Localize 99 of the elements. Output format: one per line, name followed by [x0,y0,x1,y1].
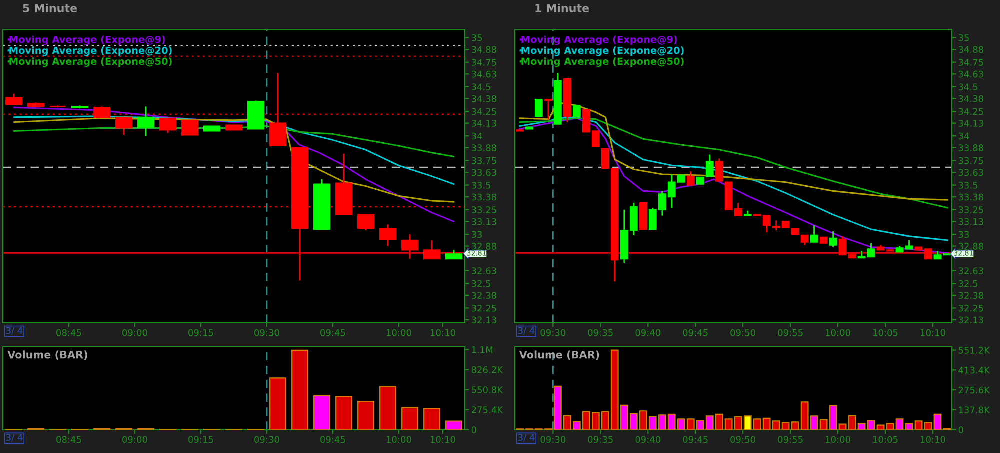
x-tick-label: 09:45 [683,436,708,444]
y-tick-label: 33.88 [472,144,496,152]
y-tick-label: 826.2K [472,366,504,374]
y-tick-label: 32.38 [472,292,496,300]
x-tick-label: 09:30 [254,329,280,336]
x-tick-label: 09:55 [778,436,803,444]
y-tick-label: 34.63 [472,70,496,78]
x-tick-label: 09:45 [320,436,346,444]
y-tick-label: 551.2K [958,347,990,354]
x-tick-label: 10:05 [873,329,898,336]
x-tick-label: 10:10 [921,436,946,444]
y-tick-label: 34.25 [958,108,984,116]
y-tick-label: 33.75 [472,157,496,164]
y-tick-label: 33.13 [472,218,496,226]
chart-title: 5 Minute [23,4,78,12]
y-tick-label: 33.13 [958,218,984,226]
legend-label: Moving Average (Expone@9) [10,36,166,46]
x-tick-label: 10:00 [826,329,850,336]
x-tick-label: 10:00 [386,436,412,444]
y-tick-label: 34.88 [472,46,496,54]
y-tick-label: 34.13 [958,120,984,127]
y-tick-label: 33 [958,231,970,238]
y-tick-label: 275.4K [472,406,504,414]
x-tick-label: 09:30 [254,436,280,444]
text: 3/ 4 [6,434,23,442]
y-tick-label: 32.88 [958,243,984,250]
x-tick-label: 10:00 [826,436,850,444]
y-tick-label: 413.4K [958,366,990,374]
x-tick-label: 09:00 [122,436,148,444]
y-tick-label: 32.5 [958,280,978,288]
y-tick-label: 1.1M [472,346,493,354]
y-tick-label: 137.8K [959,406,990,414]
y-tick-label: 32.25 [958,304,984,312]
legend-label: Moving Average (Expone@20) [10,46,172,56]
x-tick-label: 10:00 [386,329,412,336]
legend-label: Moving Average (Expone@50) [10,58,172,68]
y-tick-label: 32.25 [472,304,496,312]
y-tick-label: 34.38 [472,95,496,102]
x-tick-label: 09:40 [636,436,661,444]
y-tick-label: 33.5 [472,182,491,189]
x-tick-label: 09:30 [540,329,566,336]
x-tick-label: 09:45 [683,329,708,336]
x-tick-label: 09:55 [778,329,803,336]
y-tick-label: 34.38 [958,95,984,102]
x-tick-label: 10:10 [430,329,456,336]
y-tick-label: 33.38 [472,194,496,201]
x-tick-label: 10:05 [873,436,898,444]
y-tick-label: 33 [472,231,482,238]
y-tick-label: 0 [958,426,964,434]
x-tick-label: 08:45 [56,329,82,336]
x-tick-label: 09:35 [588,436,613,444]
x-tick-label: 09:35 [588,329,613,336]
text: 3/ 4 [6,327,23,335]
x-tick-label: 10:10 [430,436,456,444]
y-tick-label: 32.63 [958,268,984,274]
y-tick-label: 34.75 [472,59,496,66]
y-tick-label: 32.13 [472,316,496,324]
y-tick-label: 34.25 [472,108,496,116]
x-tick-label: 08:45 [56,436,82,444]
x-tick-label: 09:15 [188,436,214,444]
x-tick-label: 09:45 [320,329,346,336]
x-tick-label: 09:50 [730,436,756,444]
y-tick-label: 0 [472,426,476,434]
y-tick-label: 34.13 [472,120,496,127]
y-tick-label: 33.5 [958,182,978,189]
y-tick-label: 550.8K [472,386,504,394]
y-tick-label: 33.63 [472,169,496,176]
y-tick-label: 32.38 [958,292,984,300]
x-tick-label: 09:15 [188,329,214,336]
y-tick-label: 35 [472,34,482,42]
y-tick-label: 33.75 [958,157,984,164]
y-tick-label: 33.25 [472,206,496,214]
text: 3/ 4 [518,327,535,335]
y-tick-label: 34.88 [958,46,984,54]
legend-label: Moving Average (Expone@50) [522,58,684,68]
y-tick-label: 275.6K [958,386,990,394]
x-tick-label: 09:30 [540,436,566,444]
y-tick-label: 32.88 [472,243,496,250]
y-tick-label: 34 [472,132,482,140]
y-tick-label: 34.5 [472,84,491,90]
y-tick-label: 32.63 [472,268,496,274]
y-tick-label: 33.25 [958,206,984,214]
chart-title: Volume (BAR) [8,350,88,360]
x-tick-label: 09:00 [122,329,148,336]
y-tick-label: 32.13 [958,316,984,324]
y-tick-label: 34.75 [958,59,984,66]
y-tick-label: 32.5 [472,280,491,288]
y-tick-label: 34 [958,132,970,140]
chart-title: 1 Minute [536,4,590,12]
x-tick-label: 10:10 [921,329,946,336]
y-tick-label: 33.63 [958,169,984,176]
y-tick-label: 34.63 [958,70,984,78]
y-tick-label: 33.38 [958,194,984,201]
y-tick-label: 35 [958,34,969,42]
x-tick-label: 09:40 [636,329,661,336]
y-tick-label: 33.88 [958,144,984,152]
text: 3/ 4 [518,434,535,442]
y-tick-label: 34.5 [958,84,978,90]
x-tick-label: 09:50 [730,329,756,336]
